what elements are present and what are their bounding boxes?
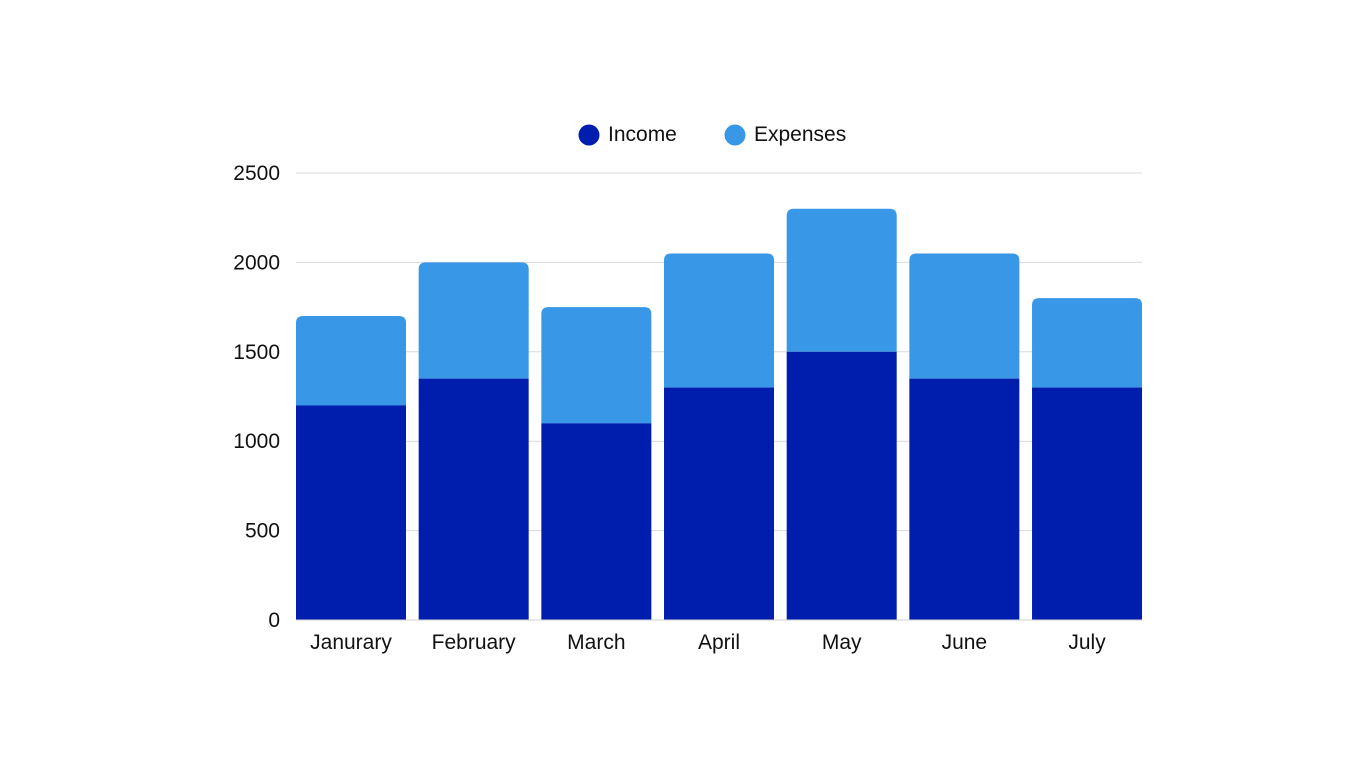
y-tick-label: 0 [268,609,280,632]
y-tick-label: 1500 [233,341,280,364]
bar-income-march [541,423,652,620]
y-tick-label: 2500 [233,162,280,185]
x-axis: Janurary February March April May June July [296,619,1142,654]
y-tick-label: 1000 [233,430,280,453]
bar-income-april [664,387,775,620]
bar-expenses-june [909,253,1020,379]
legend-label-expenses: Expenses [754,123,846,146]
legend-label-income: Income [608,123,677,146]
x-tick-label: February [432,631,517,654]
x-tick-label: April [698,631,740,654]
bars [296,208,1143,620]
bar-expenses-february [418,262,529,379]
x-tick-label: June [942,631,988,654]
bar-expenses-april [664,253,775,388]
legend-swatch-expenses [724,124,746,146]
x-tick-label: March [567,631,625,654]
bar-expenses-may [786,208,897,352]
bar-expenses-july [1032,298,1143,388]
legend: Income Expenses [578,123,846,146]
bar-income-july [1032,387,1143,620]
y-tick-label: 2000 [233,251,280,274]
bar-income-june [909,378,1020,620]
bar-income-janurary [296,405,406,620]
y-tick-label: 500 [245,520,280,543]
x-tick-label: May [822,631,862,654]
bar-expenses-march [541,307,652,424]
x-tick-label: July [1068,631,1106,654]
legend-swatch-income [578,124,600,146]
bar-expenses-janurary [296,316,406,406]
bar-income-may [786,351,897,620]
x-tick-label: Janurary [310,631,392,654]
y-axis: 0 500 1000 1500 2000 2500 [233,162,280,632]
bar-income-february [418,378,529,620]
